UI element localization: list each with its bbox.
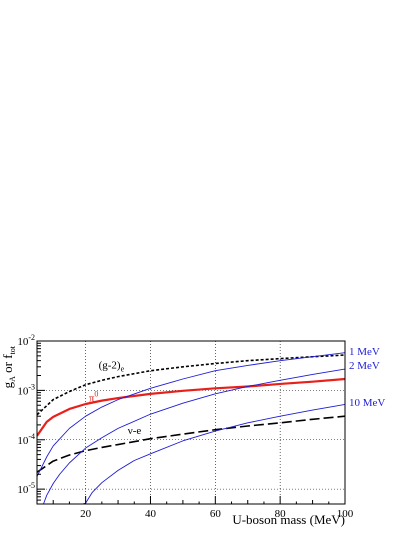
y-axis-title: gA or ftot [0,345,17,388]
series-line-4 [43,368,345,504]
series-line-0 [37,354,345,416]
y-tick-label: 10-4 [17,432,35,447]
series-line-2 [37,415,345,473]
y-tick-label: 10-3 [17,382,35,397]
x-tick-label: 40 [145,508,157,520]
labels: (g-2)e π0 ν-e 1 MeV 2 MeV 10 MeV [89,346,386,437]
series-label-1: π0 [89,389,99,404]
series-label-2: ν-e [128,425,142,437]
x-axis-title: U-boson mass (MeV) [232,512,345,527]
x-tick-label: 100 [337,508,354,520]
series-line-1 [37,377,345,437]
y-tick-label: 10-2 [17,333,35,348]
series-label-5: 10 MeV [349,397,385,409]
series-label-4: 2 MeV [349,360,380,372]
series-line-3 [37,352,345,477]
x-tick-label: 60 [210,508,222,520]
curves [37,352,345,504]
series-label-3: 1 MeV [349,346,380,358]
plot-frame [36,340,346,505]
y-tick-label: 10-5 [17,481,35,496]
series-label-0: (g-2)e [99,359,125,373]
series-line-5 [82,403,345,504]
x-tick-label: 80 [275,508,287,520]
x-tick-label: 20 [80,508,92,520]
ticks: 20 40 60 80 100 10-5 10-4 10-3 10-2 [17,333,353,520]
